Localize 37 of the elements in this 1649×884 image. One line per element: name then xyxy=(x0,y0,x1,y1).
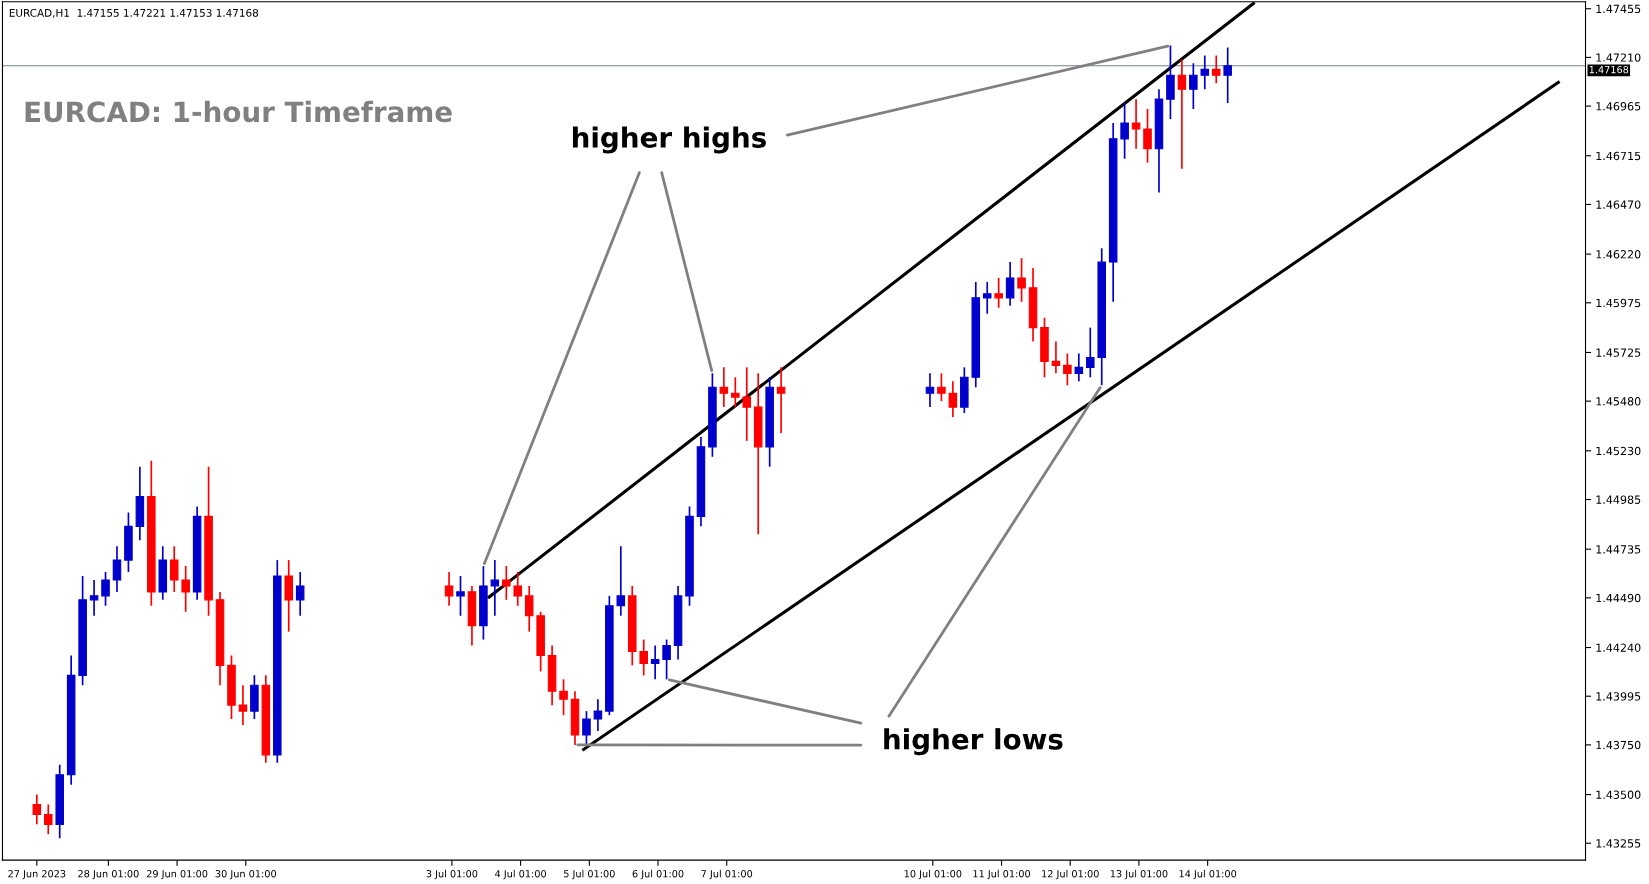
x-tick-label: 14 Jul 01:00 xyxy=(1179,869,1237,880)
y-tick-label: 1.46965 xyxy=(1596,102,1641,111)
y-tick-label: 1.46470 xyxy=(1596,200,1641,209)
x-tick-label: 7 Jul 01:00 xyxy=(701,869,753,880)
x-tick-label: 6 Jul 01:00 xyxy=(632,869,684,880)
x-tick-label: 10 Jul 01:00 xyxy=(904,869,962,880)
y-tick-label: 1.46220 xyxy=(1596,250,1641,259)
y-tick-label: 1.45725 xyxy=(1596,348,1641,357)
y-tick-label: 1.46715 xyxy=(1596,151,1641,161)
y-tick-label: 1.44735 xyxy=(1596,545,1641,554)
x-tick-label: 5 Jul 01:00 xyxy=(564,869,615,880)
y-tick-label: 1.43255 xyxy=(1596,839,1641,848)
annotation: higher lows xyxy=(884,728,1063,756)
x-tick-label: 11 Jul 01:00 xyxy=(973,869,1031,880)
y-tick-label: 1.44985 xyxy=(1596,495,1641,504)
annotation: higher highs xyxy=(572,126,766,154)
annotation: EURCAD,H1 1.47155 1.47221 1.47153 1.47168 xyxy=(9,8,259,18)
y-tick-label: 1.47210 xyxy=(1596,53,1641,62)
y-tick-label: 1.45480 xyxy=(1596,397,1641,406)
x-tick-label: 13 Jul 01:00 xyxy=(1110,869,1168,880)
x-tick-label: 4 Jul 01:00 xyxy=(495,869,547,880)
y-tick-label: 1.47455 xyxy=(1596,4,1641,14)
y-tick-label: 1.45230 xyxy=(1596,446,1641,456)
y-tick-label: 1.44490 xyxy=(1596,593,1641,603)
x-tick-label: 30 Jun 01:00 xyxy=(215,870,277,880)
ref-line-label: 1.47168 xyxy=(1589,65,1629,74)
y-tick-label: 1.43750 xyxy=(1596,740,1641,750)
y-tick-label: 1.45975 xyxy=(1596,298,1641,308)
y-tick-label: 1.43500 xyxy=(1596,790,1641,799)
y-tick-label: 1.43995 xyxy=(1596,692,1641,701)
y-tick-label: 1.44240 xyxy=(1596,643,1641,652)
x-tick-label: 27 Jun 2023 xyxy=(8,870,66,880)
x-tick-label: 28 Jun 01:00 xyxy=(78,870,139,880)
x-tick-label: 3 Jul 01:00 xyxy=(426,869,478,880)
x-tick-label: 29 Jun 01:00 xyxy=(146,870,208,880)
text: EURCAD: 1-hour Timeframe xyxy=(25,100,452,123)
x-tick-label: 12 Jul 01:00 xyxy=(1042,869,1099,880)
